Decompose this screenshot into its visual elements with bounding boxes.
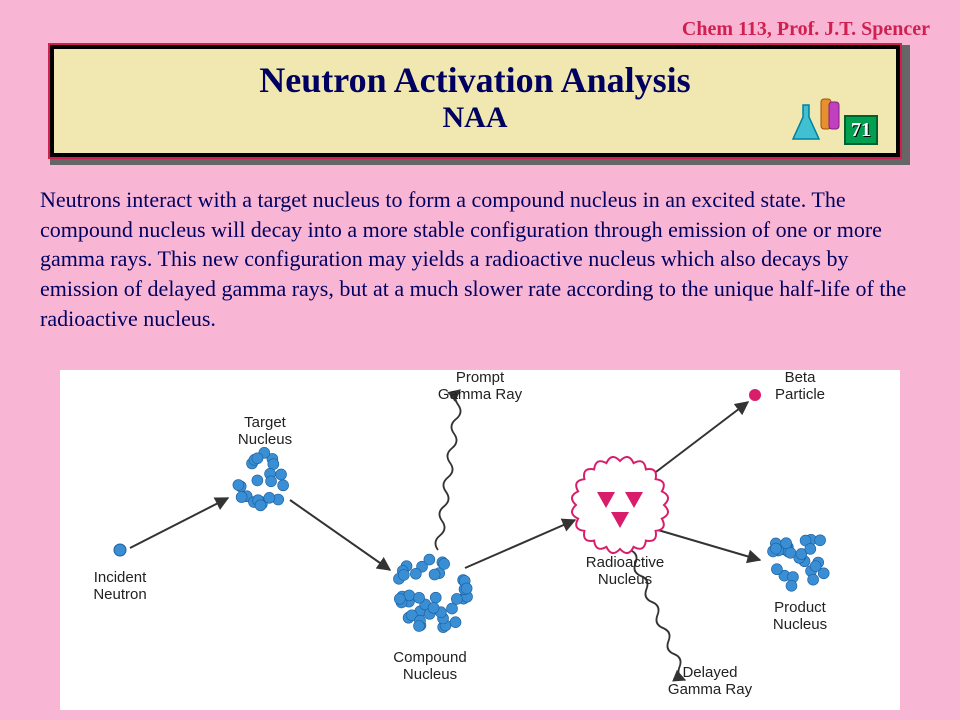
diagram-svg (60, 370, 900, 710)
course-label: Chem 113, Prof. J.T. Spencer (682, 18, 930, 41)
diagram-label-beta: BetaParticle (760, 370, 840, 403)
naa-diagram: IncidentNeutron TargetNucleus CompoundNucl… (60, 370, 900, 710)
title-main: Neutron Activation Analysis (54, 59, 896, 101)
diagram-label-prompt: PromptGamma Ray (430, 370, 530, 403)
flask-icon (791, 97, 841, 147)
diagram-label-target: TargetNucleus (225, 415, 305, 448)
diagram-label-compound: CompoundNucleus (380, 650, 480, 683)
diagram-label-radioactive: RadioactiveNucleus (570, 555, 680, 588)
title-subtitle: NAA (54, 101, 896, 135)
diagram-label-incident: IncidentNeutron (80, 570, 160, 603)
title-box: Neutron Activation Analysis NAA 71 (50, 45, 900, 157)
diagram-label-product: ProductNucleus (760, 600, 840, 633)
body-text: Neutrons interact with a target nucleus … (40, 185, 920, 333)
title-frame: Neutron Activation Analysis NAA 71 (50, 45, 910, 165)
diagram-label-delayed: DelayedGamma Ray (660, 665, 760, 698)
slide-number: 71 (844, 115, 878, 145)
